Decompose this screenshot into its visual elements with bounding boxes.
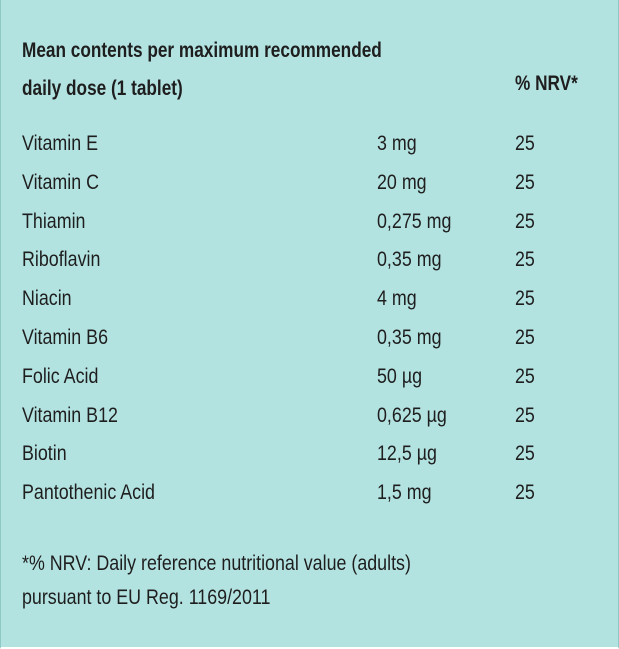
nutrient-row: Vitamin B12 0,625 µg 25 <box>22 397 602 436</box>
nutrient-name: Vitamin E <box>22 132 99 155</box>
header-title-line-1: Mean contents per maximum recommended <box>22 39 382 62</box>
nutrient-amount: 1,5 mg <box>377 481 432 505</box>
nutrient-name: Vitamin B6 <box>22 325 108 349</box>
nutrient-amount: 4 mg <box>377 287 417 311</box>
nutrient-amount: 12,5 µg <box>377 442 437 466</box>
nrv-footnote: *% NRV: Daily reference nutritional valu… <box>22 547 515 615</box>
nutrient-row: Niacin 4 mg 25 <box>22 280 602 319</box>
nutrient-nrv: 25 <box>515 364 535 388</box>
nutrient-nrv: 25 <box>515 209 535 233</box>
nutrient-nrv: 25 <box>515 248 535 272</box>
nutrient-amount: 50 µg <box>377 364 423 388</box>
nutrient-row: Folic Acid 50 µg 25 <box>22 358 602 397</box>
nutrient-name: Vitamin B12 <box>22 403 118 427</box>
nutrient-name: Pantothenic Acid <box>22 481 155 505</box>
nutrient-name: Niacin <box>22 287 72 311</box>
nutrient-row: Pantothenic Acid 1,5 mg 25 <box>22 474 602 513</box>
footnote-line-1: *% NRV: Daily reference nutritional valu… <box>22 552 411 575</box>
nutrient-row: Biotin 12,5 µg 25 <box>22 435 602 474</box>
nutrient-nrv: 25 <box>515 287 535 311</box>
nutrient-row: Vitamin E 3 mg 25 <box>22 125 602 164</box>
nutrient-amount: 0,35 mg <box>377 325 442 349</box>
nutrient-amount: 3 mg <box>377 132 417 155</box>
nutrient-nrv: 25 <box>515 481 535 505</box>
nutrient-nrv: 25 <box>515 132 535 155</box>
nutrient-row: Vitamin C 20 mg 25 <box>22 164 602 203</box>
nutrient-amount: 0,275 mg <box>377 209 452 233</box>
nutrient-row: Vitamin B6 0,35 mg 25 <box>22 319 602 358</box>
nutrient-row: Riboflavin 0,35 mg 25 <box>22 241 602 280</box>
nutrient-nrv: 25 <box>515 442 535 466</box>
nutrient-nrv: 25 <box>515 325 535 349</box>
nutrient-nrv: 25 <box>515 403 535 427</box>
nutrient-name: Biotin <box>22 442 67 466</box>
nutrient-nrv: 25 <box>515 170 535 194</box>
nrv-column-header: % NRV* <box>515 72 578 95</box>
nutrient-name: Vitamin C <box>22 170 100 194</box>
footnote-line-2: pursuant to EU Reg. 1169/2011 <box>22 586 271 609</box>
nutrient-name: Folic Acid <box>22 364 99 388</box>
nutrient-name: Riboflavin <box>22 248 101 272</box>
nutrient-row: Thiamin 0,275 mg 25 <box>22 203 602 242</box>
nutrient-amount: 0,35 mg <box>377 248 442 272</box>
table-header: Mean contents per maximum recommended da… <box>22 32 498 108</box>
nutrient-list: Vitamin E 3 mg 25 Vitamin C 20 mg 25 Thi… <box>22 125 602 513</box>
nutrient-amount: 0,625 µg <box>377 403 447 427</box>
nutrient-name: Thiamin <box>22 209 86 233</box>
nutrient-amount: 20 mg <box>377 170 427 194</box>
header-title-line-2: daily dose (1 tablet) <box>22 77 183 100</box>
